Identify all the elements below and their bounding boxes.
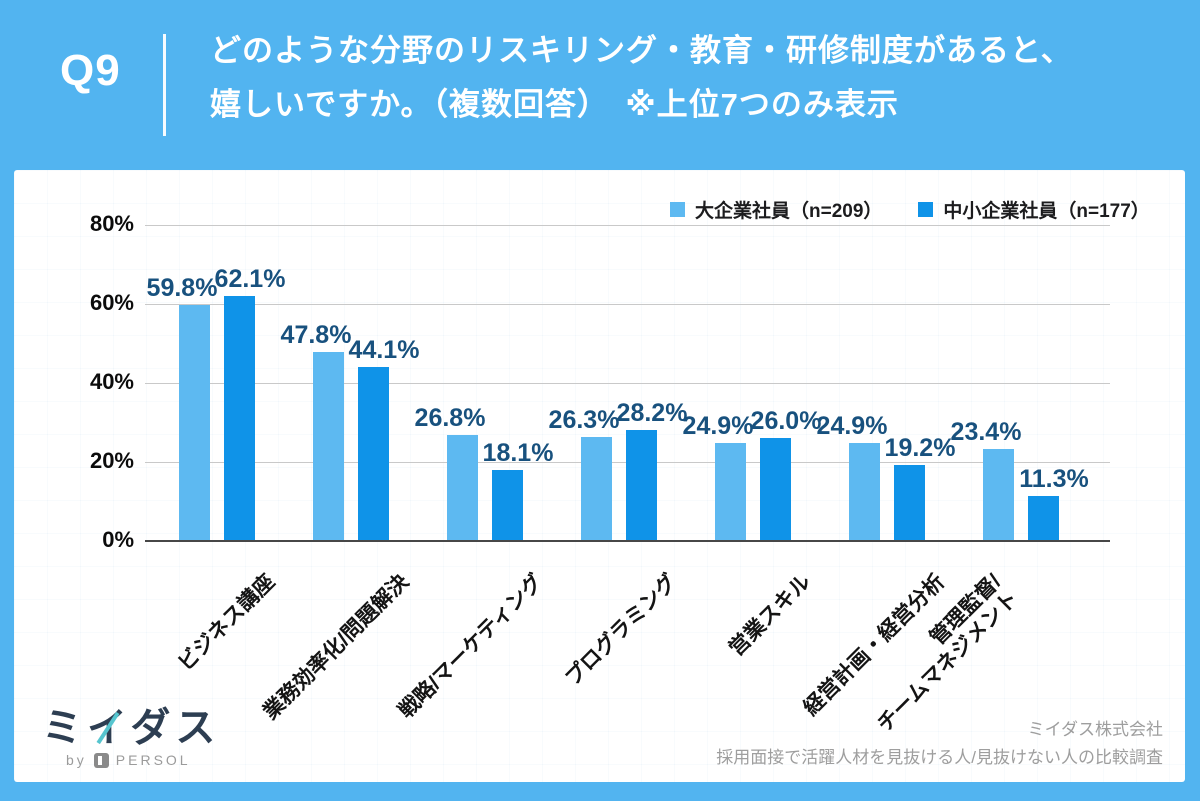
y-axis-tick-label: 40% [89,369,134,394]
survey-name: 採用面接で活躍人材を見抜ける人/見抜けない人の比較調査 [716,748,1163,767]
question-title: どのような分野のリスキリング・教育・研修制度があると、 嬉しいですか。（複数回答… [210,24,1073,132]
legend-item-small-company: 中小企業社員（n=177） [918,196,1150,223]
bar-series2-7 [1028,496,1059,541]
y-axis-tick-label: 0% [102,527,134,552]
y-axis-tick-label: 60% [89,290,134,315]
persol-byline: by PERSOL [42,752,262,768]
value-label-series2-4: 28.2% [616,398,688,427]
value-label-series2-3: 18.1% [482,438,554,467]
value-label-series1-3: 26.8% [414,404,486,433]
question-title-line2: 嬉しいですか。（複数回答） ※上位7つのみ表示 [210,87,899,122]
bar-chart: 0% 20% 40% 60% 80% 59.8% 47.8% 26.8% 26.3% 24.9% 2… [14,170,1185,782]
company-name: ミイダス株式会社 [1027,720,1163,739]
value-label-series1-1: 59.8% [146,273,218,302]
miidas-logo-text: ミイダス [42,706,221,750]
value-label-series2-6: 19.2% [884,434,956,463]
question-number: Q9 [60,46,121,95]
category-label-4: プログラミング [561,570,682,691]
miidas-logo: ミイダス by PERSOL [42,707,262,768]
value-label-series1-7: 23.4% [950,417,1022,446]
legend-swatch-small-company [918,202,934,217]
bar-series2-4 [626,429,657,541]
header-divider [163,34,166,136]
bar-series1-5 [715,442,746,541]
gridline-60% [145,304,1110,305]
byline-brand: PERSOL [115,752,191,768]
persol-logo-icon [93,752,109,768]
category-label-2: 業務効率化/問題解決 [259,570,414,725]
gridline-80% [145,225,1110,226]
legend-swatch-large-company [670,202,685,217]
legend-label-large-company: 大企業社員（n=209） [695,201,883,222]
value-label-series2-1: 62.1% [214,264,286,293]
gridline-40% [145,383,1110,384]
bar-series2-1 [224,295,255,541]
bar-series2-2 [358,366,389,541]
bar-series1-4 [581,437,612,541]
bar-series2-3 [492,469,523,541]
category-label-3: 戦略/マーケティング [394,570,548,723]
chart-card: 大企業社員（n=209） 中小企業社員（n=177） 0% 20% 40% 60% 80… [14,170,1185,782]
bar-series1-7 [983,448,1014,541]
bar-series1-6 [849,442,880,541]
value-label-series2-7: 11.3% [1019,465,1089,494]
category-label-5: 営業スキル [724,570,816,661]
value-label-series1-5: 24.9% [682,411,754,440]
legend-label-small-company: 中小企業社員（n=177） [943,201,1150,222]
bar-series2-5 [760,438,791,541]
value-label-series2-5: 26.0% [750,407,822,436]
byline-by: by [66,752,87,768]
bar-series2-6 [894,465,925,541]
y-axis-tick-label: 80% [89,211,134,236]
value-label-series1-4: 26.3% [548,406,620,435]
source-credit: ミイダス株式会社 採用面接で活躍人材を見抜ける人/見抜けない人の比較調査 [716,716,1163,772]
y-axis-tick-label: 20% [89,448,134,473]
category-label-1: ビジネス講座 [173,570,280,676]
bar-series1-1 [179,304,210,541]
value-label-series1-2: 47.8% [280,321,352,350]
x-axis-line [145,540,1110,542]
bar-series1-2 [313,352,344,541]
value-label-series1-6: 24.9% [816,411,888,440]
bar-series1-3 [447,435,478,541]
value-label-series2-2: 44.1% [348,335,420,364]
legend-item-large-company: 大企業社員（n=209） [670,196,882,223]
chart-legend: 大企業社員（n=209） 中小企業社員（n=177） [670,196,1150,223]
question-title-line1: どのような分野のリスキリング・教育・研修制度があると、 [210,33,1073,68]
